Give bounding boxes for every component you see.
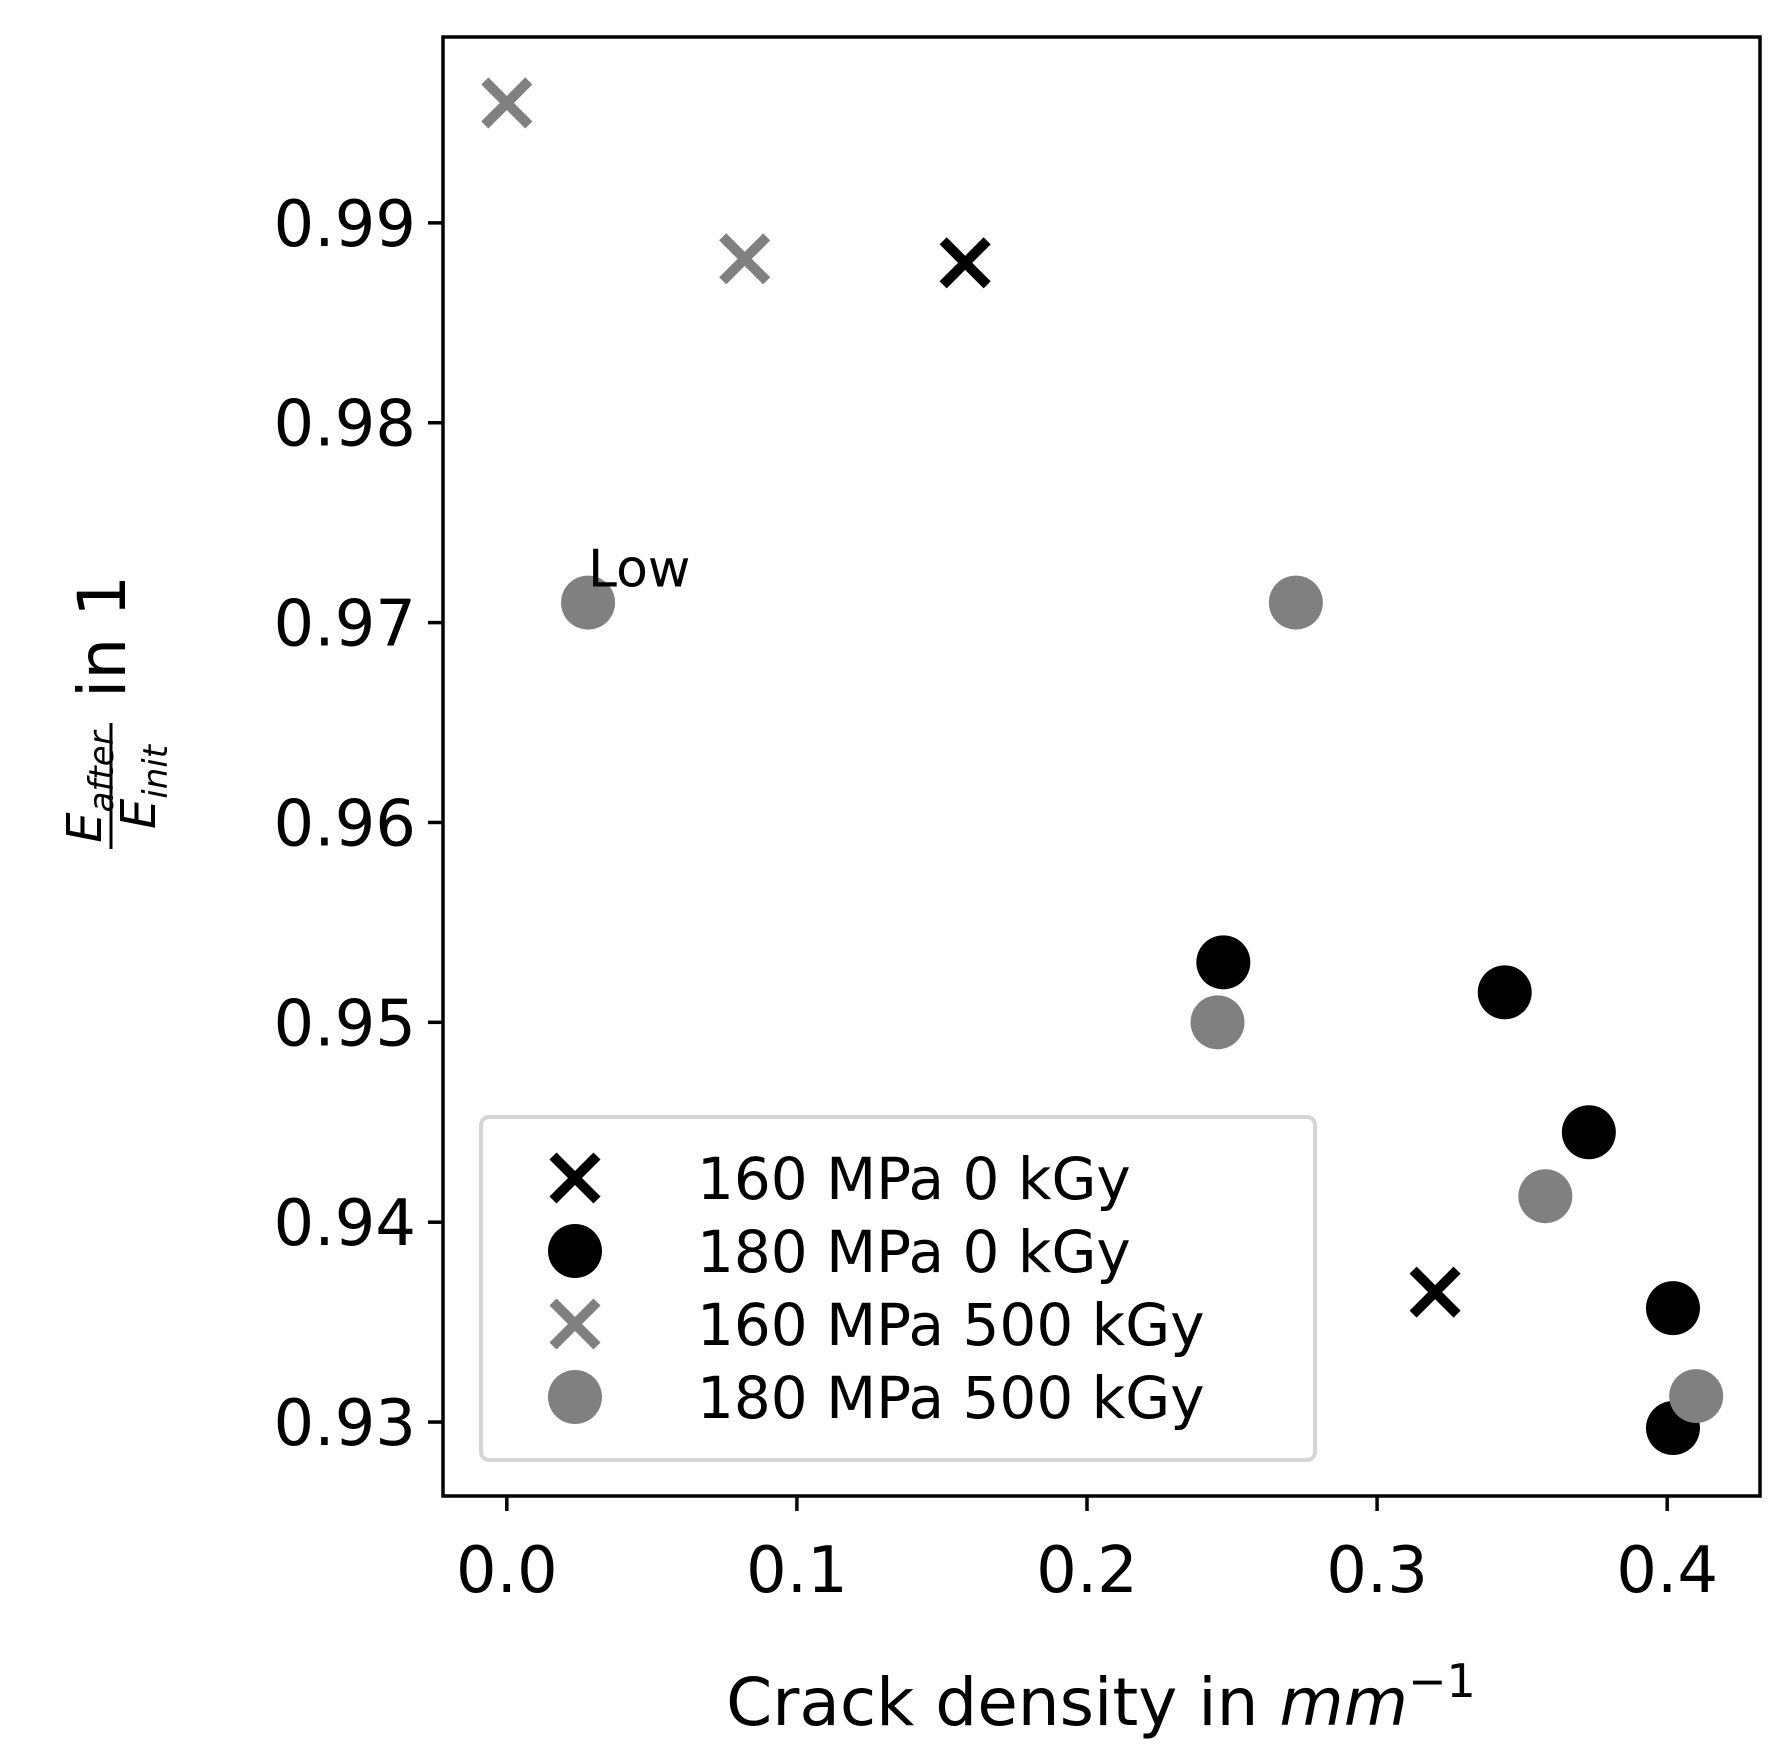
data-point-circle-marker	[1268, 575, 1323, 630]
legend-circle-marker	[548, 1224, 602, 1278]
data-point-circle-marker	[561, 575, 616, 630]
y-tick-label: 0.93	[274, 1387, 417, 1461]
y-tick-label: 0.97	[274, 588, 417, 662]
data-point-circle-marker	[1190, 995, 1245, 1050]
data-point-x-marker	[719, 233, 771, 285]
legend-box	[479, 1115, 1317, 1462]
legend-circle-marker	[548, 1370, 602, 1424]
data-point-circle-marker	[1645, 1281, 1700, 1336]
y-tick-label: 0.95	[274, 987, 417, 1061]
y-axis-label: Eafter Einit in 1	[57, 575, 176, 849]
legend-label: 160 MPa 0 kGy	[697, 1145, 1131, 1213]
legend-x-marker	[549, 1152, 601, 1204]
data-points	[481, 77, 1724, 1456]
data-point-x-marker	[481, 77, 533, 129]
x-axis-label: Crack density in mm−1	[726, 1654, 1476, 1741]
x-tick-label: 0.4	[1616, 1534, 1718, 1608]
x-tick-label: 0.1	[746, 1534, 848, 1608]
data-point-circle-marker	[1196, 935, 1251, 990]
annotation-label: Low	[588, 540, 690, 600]
y-axis: 0.93 0.94 0.95 0.96 0.97 0.98 0.99	[274, 188, 443, 1461]
legend-label: 180 MPa 500 kGy	[697, 1364, 1205, 1432]
annotations: Low	[588, 540, 690, 600]
data-point-circle-marker	[1561, 1105, 1616, 1160]
x-axis-label-text: Crack density in	[726, 1664, 1279, 1741]
x-axis-label-unit: mm	[1279, 1664, 1408, 1741]
y-label-numerator-subscript: after	[82, 729, 122, 812]
legend-label: 160 MPa 500 kGy	[697, 1291, 1205, 1359]
y-label-denominator-subscript: init	[136, 743, 176, 798]
x-tick-label: 0.0	[456, 1534, 558, 1608]
data-point-circle-marker	[1669, 1369, 1724, 1424]
y-label-numerator-symbol: E	[57, 812, 113, 843]
y-tick-label: 0.99	[274, 188, 417, 262]
plot-area-frame	[441, 35, 1762, 1498]
data-point-circle-marker	[1518, 1169, 1573, 1224]
y-label-numerator: Eafter	[57, 729, 122, 842]
y-label-suffix: in 1	[64, 575, 141, 719]
y-tick-label: 0.94	[274, 1187, 417, 1261]
x-tick-label: 0.3	[1326, 1534, 1428, 1608]
legend-label: 180 MPa 0 kGy	[697, 1218, 1131, 1286]
data-point-x-marker	[1409, 1266, 1461, 1318]
x-axis: 0.0 0.1 0.2 0.3 0.4	[456, 1496, 1718, 1608]
y-label-denominator: Einit	[111, 743, 176, 829]
y-tick-label: 0.98	[274, 388, 417, 462]
x-tick-label: 0.2	[1036, 1534, 1138, 1608]
y-tick-label: 0.96	[274, 787, 417, 861]
x-axis-label-exponent: −1	[1408, 1654, 1476, 1708]
data-point-x-marker	[939, 237, 991, 289]
legend-x-marker	[549, 1298, 601, 1350]
y-label-denominator-symbol: E	[111, 798, 167, 829]
data-point-circle-marker	[1477, 965, 1532, 1020]
